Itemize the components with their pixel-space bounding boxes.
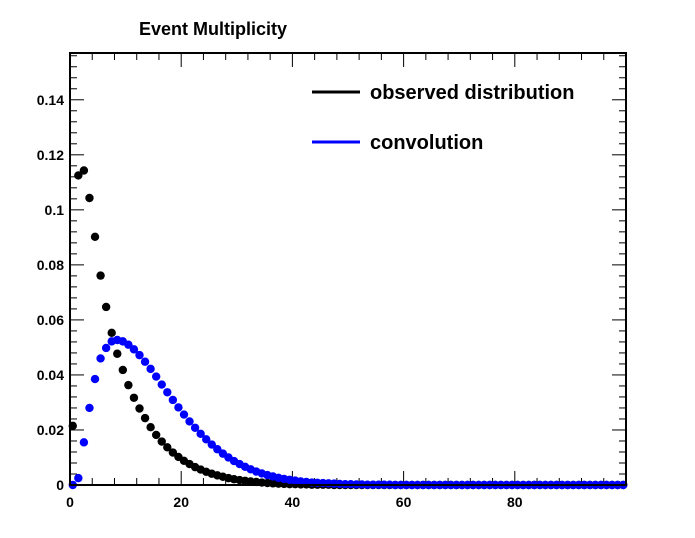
- y-tick-label: 0.04: [37, 367, 64, 383]
- y-tick-label: 0.06: [37, 312, 64, 328]
- y-tick-label: 0.12: [37, 147, 64, 163]
- data-point: [163, 388, 172, 397]
- x-tick-label: 40: [285, 494, 301, 510]
- data-point: [196, 429, 205, 439]
- data-point: [79, 438, 89, 447]
- data-point: [135, 350, 144, 360]
- data-point: [207, 440, 216, 449]
- x-tick-label: 60: [396, 494, 412, 510]
- data-point: [157, 380, 166, 389]
- data-point: [157, 437, 166, 446]
- data-point: [113, 349, 122, 358]
- data-point: [202, 435, 211, 444]
- data-point: [151, 430, 161, 440]
- chart-title: Event Multiplicity: [139, 19, 287, 39]
- data-point: [146, 364, 155, 374]
- data-point: [90, 374, 100, 384]
- data-point: [90, 232, 100, 242]
- legend: observed distribution convolution: [312, 82, 574, 154]
- data-point: [190, 423, 200, 432]
- series-observed: [68, 166, 628, 490]
- data-point: [74, 171, 83, 180]
- data-point: [179, 410, 189, 419]
- data-point: [79, 166, 89, 175]
- legend-label-convolution: convolution: [370, 132, 483, 154]
- y-tick-label: 0.14: [37, 92, 64, 108]
- y-tick-label: 0.08: [37, 257, 64, 273]
- data-point: [85, 193, 94, 203]
- data-point: [124, 380, 133, 390]
- data-point: [151, 372, 161, 381]
- plot-frame: [69, 52, 627, 486]
- data-point: [96, 354, 105, 363]
- y-tick-label: 0.1: [45, 202, 65, 218]
- data-point: [163, 443, 172, 452]
- y-tick-label: 0: [56, 477, 64, 493]
- data-point: [118, 365, 128, 375]
- data-point: [185, 417, 194, 426]
- legend-label-observed: observed distribution: [370, 82, 574, 104]
- series-convolution: [68, 335, 628, 490]
- data-point: [140, 413, 150, 423]
- x-tick-label: 20: [173, 494, 189, 510]
- data-point: [101, 302, 111, 312]
- data-point: [135, 404, 144, 413]
- data-point: [168, 395, 178, 405]
- x-tick-label: 0: [66, 494, 74, 510]
- data-point: [107, 328, 116, 338]
- x-tick-label: 80: [507, 494, 523, 510]
- y-tick-label: 0.02: [37, 422, 64, 438]
- data-point: [129, 393, 139, 402]
- data-point: [101, 343, 111, 353]
- data-point: [140, 357, 150, 366]
- data-point: [74, 473, 83, 483]
- data-point: [146, 423, 155, 432]
- data-point: [174, 403, 183, 412]
- y-axis: 0 0.02 0.04 0.06 0.08 0.1 0.12 0.14: [37, 55, 626, 493]
- data-point: [124, 340, 133, 349]
- x-axis: 0 20 40 60 80: [66, 53, 627, 510]
- data-point: [129, 345, 139, 354]
- data-point: [96, 271, 105, 280]
- data-point: [85, 403, 94, 413]
